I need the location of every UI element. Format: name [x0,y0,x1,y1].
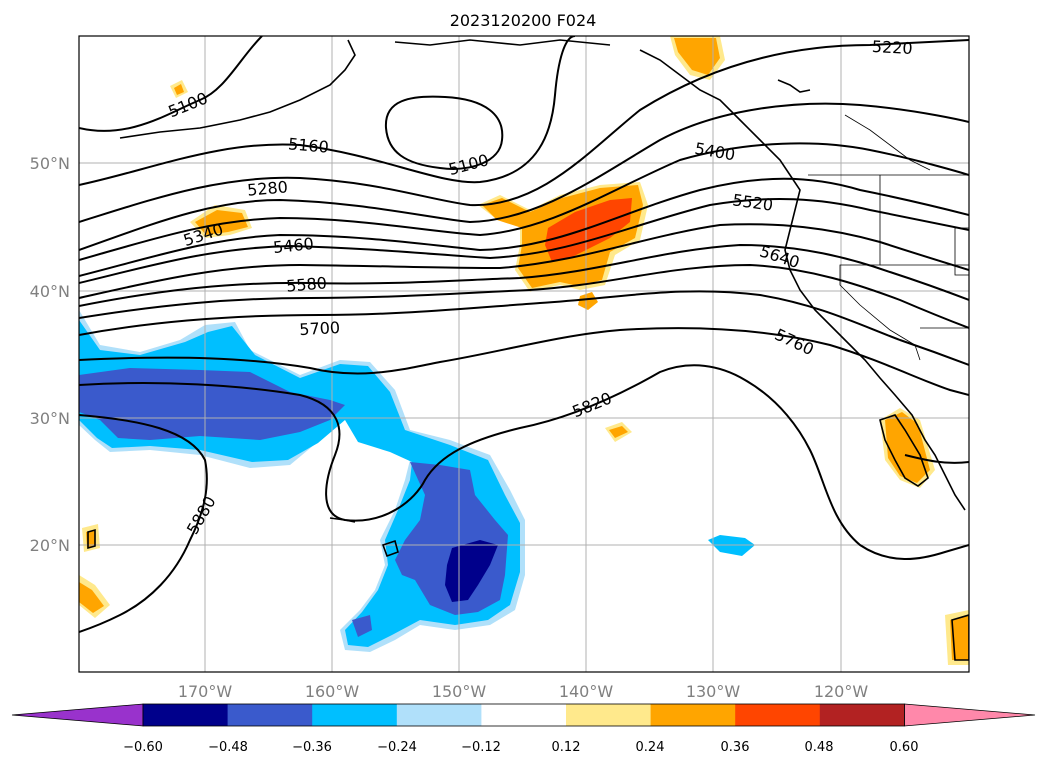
svg-text:150°W: 150°W [432,682,487,701]
colorbar [12,704,1035,726]
svg-text:130°W: 130°W [686,682,741,701]
colorbar-segment [228,704,313,726]
longitude-labels: 170°W 160°W 150°W 140°W 130°W 120°W [178,682,869,701]
colorbar-tick: 0.24 [636,740,665,755]
map-title: 2023120200 F024 [450,11,597,30]
colorbar-tick: −0.48 [208,740,248,755]
svg-text:160°W: 160°W [305,682,360,701]
colorbar-tick: −0.12 [461,740,501,755]
colorbar-tick: −0.24 [377,740,417,755]
colorbar-tick: −0.60 [123,740,163,755]
colorbar-ticks: −0.60 −0.48 −0.36 −0.24 −0.12 0.12 0.24 … [123,740,918,755]
plot-area: 5100 5160 5220 5100 5280 5340 5400 5460 … [79,36,969,672]
colorbar-tick: 0.48 [805,740,834,755]
svg-text:5220: 5220 [871,37,913,58]
colorbar-tick: −0.36 [292,740,332,755]
colorbar-segment [651,704,736,726]
svg-text:170°W: 170°W [178,682,233,701]
colorbar-segment [481,704,566,726]
svg-text:50°N: 50°N [30,154,70,173]
colorbar-segment [143,704,228,726]
colorbar-segment [735,704,820,726]
colorbar-extend-low [12,704,143,726]
svg-text:5580: 5580 [285,273,327,295]
svg-text:20°N: 20°N [30,536,70,555]
latitude-labels: 50°N 40°N 30°N 20°N [30,154,70,555]
colorbar-segment [312,704,397,726]
colorbar-segment [566,704,651,726]
colorbar-extend-high [904,704,1035,726]
svg-text:5700: 5700 [299,318,341,339]
svg-text:40°N: 40°N [30,282,70,301]
colorbar-tick: 0.36 [721,740,750,755]
svg-text:5160: 5160 [287,134,329,156]
svg-text:5280: 5280 [246,177,288,199]
colorbar-segment [397,704,482,726]
svg-text:120°W: 120°W [814,682,869,701]
colorbar-tick: 0.60 [890,740,919,755]
svg-text:140°W: 140°W [559,682,614,701]
colorbar-segment [820,704,905,726]
colorbar-tick: 0.12 [552,740,581,755]
svg-text:30°N: 30°N [30,409,70,428]
